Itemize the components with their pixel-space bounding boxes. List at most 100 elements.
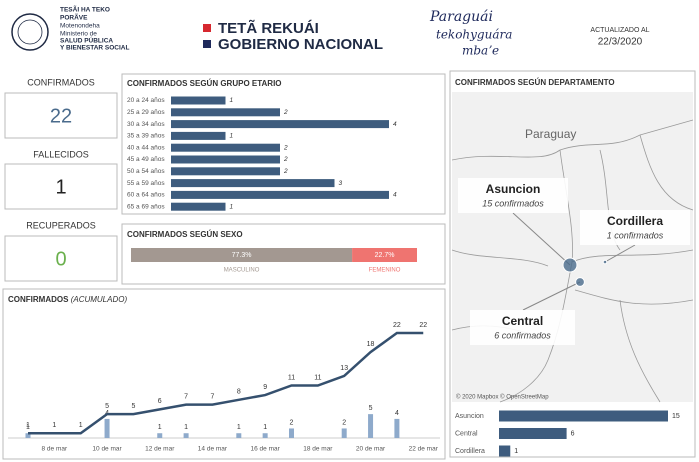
value-label: 1 (230, 97, 234, 104)
line-label: 9 (263, 384, 267, 391)
category-label: FEMENINO (369, 268, 401, 274)
bar (171, 190, 389, 199)
value-label: 1 (230, 203, 234, 210)
value-label: 2 (283, 109, 288, 116)
slogan: TETÃ REKUÁI (218, 19, 319, 37)
category-label: 50 a 54 años (127, 168, 165, 175)
bar (289, 428, 294, 438)
kpi-label: CONFIRMADOS (27, 77, 95, 87)
value-label: 77.3% (232, 252, 252, 259)
line-label: 18 (367, 341, 375, 348)
leader (522, 281, 581, 311)
red-square (203, 24, 211, 32)
ministry-line: PORÃVE (60, 13, 88, 22)
value-label: 2 (283, 156, 288, 163)
panel-title: CONFIRMADOS (ACUMULADO) (8, 295, 127, 304)
panel-title: CONFIRMADOS SEGÚN DEPARTAMENTO (455, 78, 615, 87)
bar (499, 445, 511, 457)
bar (104, 418, 110, 438)
value-label: 1 (230, 133, 234, 140)
value-label: 4 (393, 192, 397, 199)
bar (368, 414, 374, 438)
bar-label: 1 (263, 424, 267, 431)
bar (157, 433, 163, 438)
callout-name: Asuncion (486, 182, 541, 196)
script-logo: tekohyguára (436, 28, 512, 42)
x-tick-label: 12 de mar (145, 446, 175, 453)
bar (236, 433, 242, 438)
category-label: 55 a 59 años (127, 180, 165, 187)
bar (183, 433, 189, 438)
kpi-box (4, 163, 118, 210)
bar-label: 1 (158, 424, 162, 431)
callout (470, 310, 575, 345)
value-label: 4 (393, 121, 397, 128)
line-label: 1 (26, 422, 30, 429)
line (28, 331, 424, 435)
category-label: Central (455, 430, 478, 437)
category-label: 45 a 49 años (127, 156, 165, 163)
kpi-label: RECUPERADOS (26, 220, 96, 230)
x-tick-label: 8 de mar (42, 446, 68, 453)
ministry-line: TESÃI HA TEKO (60, 5, 110, 14)
kpi-box (4, 235, 118, 282)
category-label: Asuncion (455, 413, 484, 420)
line-label: 5 (105, 403, 109, 410)
bar (171, 143, 280, 152)
bar-label: 2 (342, 419, 346, 426)
bar (25, 433, 31, 438)
value-label: 15 (672, 413, 680, 420)
line-label: 1 (52, 422, 56, 429)
bubble (562, 257, 578, 273)
bar-label: 1 (184, 424, 188, 431)
bubble (575, 277, 585, 287)
map-label: Paraguay (525, 127, 576, 141)
value-label: 6 (571, 430, 575, 437)
bar (171, 179, 335, 188)
attribution: © 2020 Mapbox © OpenStreetMap (456, 394, 549, 401)
x-tick-label: 18 de mar (303, 446, 333, 453)
bar (171, 202, 226, 211)
line-label: 8 (237, 389, 241, 396)
callout (458, 178, 568, 213)
title-sub: (ACUMULADO) (71, 295, 128, 304)
x-tick-label: 22 de mar (409, 446, 439, 453)
value-label: 2 (283, 144, 288, 151)
line-label: 11 (288, 374, 295, 381)
kpi-value: 1 (55, 176, 66, 198)
script-logo: mbaʼe (462, 44, 499, 58)
bar (499, 410, 668, 422)
kpi-box (4, 92, 118, 139)
ministry-line: Y BIENESTAR SOCIAL (60, 45, 129, 52)
kpi-label: FALLECIDOS (33, 149, 89, 159)
map-borders (451, 119, 694, 403)
leader (512, 212, 571, 266)
bar (171, 120, 389, 129)
ministry-line: Motenondeha (60, 23, 100, 30)
category-label: 60 a 64 años (127, 192, 165, 199)
navy-square (203, 40, 211, 48)
callout-name: Cordillera (607, 214, 663, 228)
script-logo: Paraguái (429, 9, 493, 25)
title-main: CONFIRMADOS (8, 295, 69, 304)
callout-value: 1 confirmados (607, 230, 664, 240)
line-label: 6 (158, 398, 162, 405)
line-label: 7 (210, 393, 214, 400)
bubble (602, 259, 608, 265)
category-label: 35 a 39 años (127, 133, 165, 140)
line-label: 11 (314, 374, 321, 381)
line-label: 7 (184, 393, 188, 400)
bar-label: 2 (290, 419, 294, 426)
category-label: 20 a 24 años (127, 97, 165, 104)
segment (131, 248, 353, 262)
callout (580, 210, 690, 245)
category-label: 40 a 44 años (127, 144, 165, 151)
bar (499, 428, 567, 439)
category-label: Cordillera (455, 448, 485, 455)
bar (171, 96, 226, 105)
category-label: 30 a 34 años (127, 121, 165, 128)
bar (394, 418, 400, 438)
bar (262, 433, 268, 438)
kpi-value: 0 (55, 248, 66, 270)
